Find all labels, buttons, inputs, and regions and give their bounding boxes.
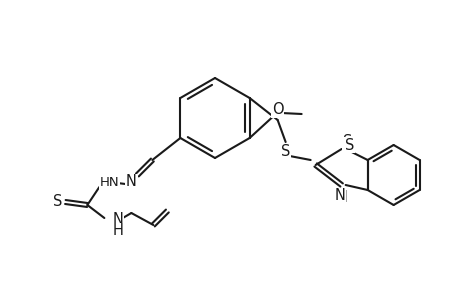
Text: HN: HN	[99, 176, 119, 190]
Text: S: S	[280, 145, 290, 160]
Text: N: N	[126, 175, 136, 190]
Text: S: S	[342, 134, 352, 149]
Text: S: S	[53, 194, 62, 209]
Text: N: N	[334, 188, 344, 203]
Text: N: N	[112, 212, 123, 227]
Text: N: N	[336, 190, 347, 205]
Text: O: O	[271, 103, 283, 118]
Text: H: H	[112, 224, 123, 238]
Text: S: S	[344, 137, 353, 152]
